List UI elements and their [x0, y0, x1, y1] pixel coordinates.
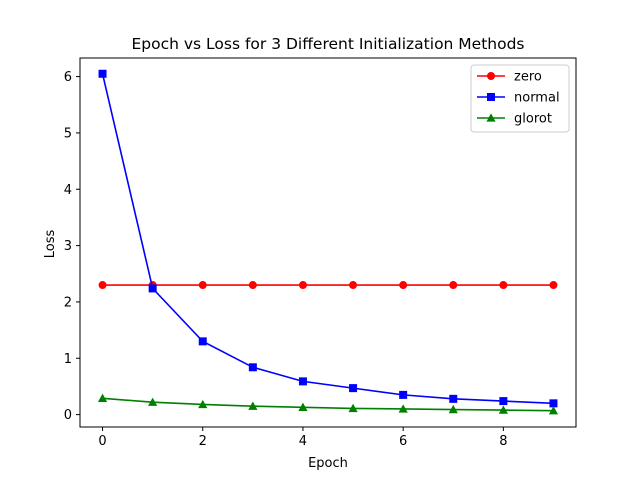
data-point-normal-4 — [298, 377, 307, 386]
data-point-glorot-4 — [298, 402, 308, 411]
data-point-glorot-9 — [548, 406, 559, 415]
x-tick-label-6: 6 — [399, 434, 407, 449]
data-point-normal-8 — [499, 397, 508, 406]
y-axis-label: Loss — [43, 230, 58, 259]
data-point-glorot-7 — [448, 404, 458, 414]
data-point-normal-1 — [148, 284, 157, 293]
data-point-normal-7 — [449, 394, 458, 403]
data-point-zero-4 — [298, 281, 307, 290]
data-point-glorot-1 — [148, 397, 158, 406]
data-point-normal-0 — [98, 69, 107, 78]
data-point-glorot-6 — [398, 404, 408, 413]
legend-label-glorot: glorot — [514, 112, 552, 127]
data-point-zero-9 — [549, 281, 558, 290]
data-point-zero-6 — [399, 281, 408, 290]
data-point-normal-6 — [399, 390, 408, 399]
x-tick-label-2: 2 — [199, 434, 207, 449]
data-point-glorot-0 — [97, 393, 108, 402]
x-tick-label-8: 8 — [499, 434, 507, 449]
chart-title: Epoch vs Loss for 3 Different Initializa… — [131, 35, 524, 53]
legend-marker-normal — [487, 93, 495, 101]
x-tick-label-0: 0 — [98, 434, 106, 449]
y-tick-label-2: 2 — [64, 295, 72, 310]
data-point-zero-5 — [349, 281, 358, 290]
legend: zero normal glorot — [470, 64, 570, 133]
y-tick-label-6: 6 — [64, 70, 72, 85]
y-tick-label-5: 5 — [64, 126, 72, 141]
legend-box — [470, 64, 570, 133]
y-tick-label-4: 4 — [64, 183, 72, 198]
x-axis-label: Epoch — [308, 456, 348, 471]
x-tick-label-4: 4 — [299, 434, 307, 449]
data-point-zero-3 — [248, 281, 257, 290]
legend-label-normal: normal — [514, 91, 560, 106]
data-point-zero-7 — [449, 281, 458, 290]
y-tick-label-0: 0 — [64, 408, 72, 423]
plot-area: 0 2 4 6 8 0 1 2 3 4 5 6 — [64, 57, 577, 449]
data-point-glorot-8 — [498, 405, 508, 414]
series-line-glorot — [102, 397, 554, 412]
data-point-normal-5 — [349, 384, 358, 393]
data-point-zero-8 — [499, 281, 508, 290]
y-tick-label-1: 1 — [64, 352, 72, 367]
data-point-zero-0 — [98, 281, 107, 290]
legend-marker-glorot — [486, 113, 496, 122]
data-point-normal-2 — [198, 337, 207, 346]
data-point-glorot-2 — [198, 399, 208, 409]
axes-frame — [79, 57, 577, 428]
data-point-normal-3 — [248, 363, 257, 372]
y-tick-label-3: 3 — [64, 239, 72, 254]
data-point-zero-2 — [198, 281, 207, 290]
legend-marker-zero — [487, 72, 495, 80]
data-point-glorot-5 — [348, 403, 358, 413]
series-line-normal — [101, 73, 554, 405]
data-point-normal-9 — [549, 399, 558, 408]
legend-label-zero: zero — [514, 70, 542, 85]
data-point-glorot-3 — [248, 401, 258, 410]
